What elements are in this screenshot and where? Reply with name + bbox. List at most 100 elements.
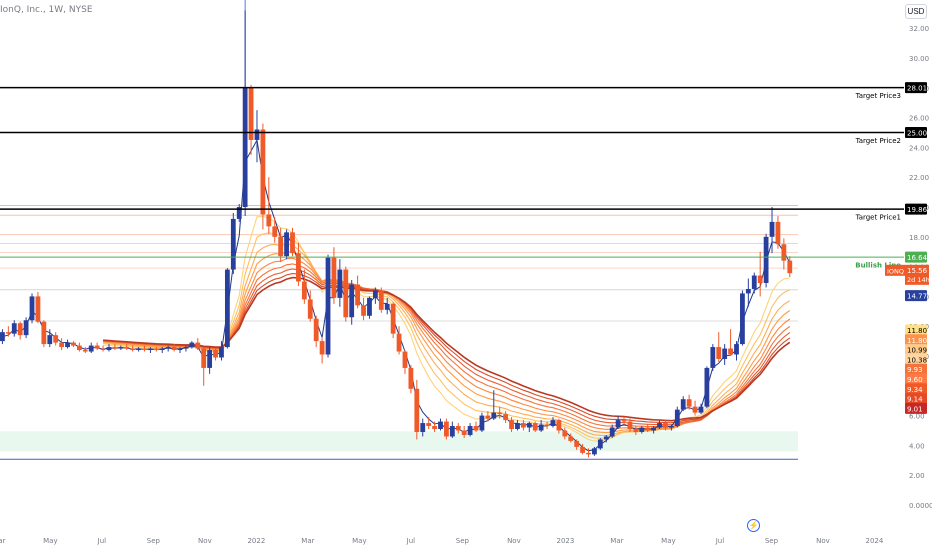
y-tick-label: 26.00 (909, 115, 929, 123)
x-tick-label: Mar (301, 537, 314, 545)
indicator-tag-bg (905, 373, 927, 385)
candle-body (740, 293, 745, 345)
candle-body (728, 348, 733, 355)
ticker-tag: IONQ (887, 267, 904, 275)
candle-body (0, 332, 5, 342)
y-tick-label: 24.00 (909, 144, 929, 152)
candle-body (236, 207, 242, 219)
candle-body (35, 296, 41, 322)
candle-body (94, 345, 100, 349)
candle-body (224, 269, 230, 348)
lightning-icon[interactable]: ⚡ (747, 519, 760, 532)
candle-body (597, 439, 603, 449)
candle-body (195, 342, 201, 349)
candle-body (290, 232, 295, 254)
candle-body (449, 426, 455, 437)
candle-body (627, 421, 633, 430)
current-price-tag-bg (905, 264, 929, 285)
level-price-tag-bg (905, 251, 927, 263)
countdown-tag: 2d 14h (907, 276, 930, 284)
candle-body (307, 299, 313, 319)
candle-body (361, 305, 366, 316)
indicator-tag: 9.60 (907, 376, 923, 384)
candle-body (248, 87, 254, 140)
y-tick-label: 2.00 (909, 472, 925, 480)
level-label: Target Price2 (855, 137, 901, 145)
indicator-tag-bg (905, 334, 927, 346)
candle-body (467, 426, 473, 435)
time-axis[interactable]: Mar May Jul Sep Nov 2022 Mar May Jul Sep Nov 2023 Ma… (0, 537, 884, 545)
candle-body (313, 318, 319, 342)
candle-body (23, 320, 29, 336)
ema-ribbon-line (103, 215, 790, 442)
candle-body (384, 303, 390, 310)
candle-body (757, 275, 763, 283)
x-tick-label: May (661, 537, 675, 545)
candle-body (574, 440, 580, 447)
indicator-tag: 10.99 (907, 347, 927, 355)
fast-ema-line (2, 138, 791, 452)
candle-body (148, 348, 153, 351)
candle-body (426, 423, 432, 427)
candle-body (562, 430, 568, 437)
candle-body (337, 269, 343, 298)
candle-body (710, 347, 716, 368)
candle-body (444, 421, 449, 437)
y-tick-label: 30.00 (909, 55, 929, 63)
candle-body (301, 281, 307, 300)
candle-body (177, 348, 183, 351)
support-zone-fill (0, 431, 798, 452)
y-tick-label: 4.00 (909, 442, 925, 450)
candle-body (260, 129, 266, 215)
candle-body (112, 347, 118, 349)
candle-body (106, 347, 112, 351)
candle-body (734, 344, 739, 355)
ema-ribbon-line (103, 232, 791, 439)
ticker-tag-bg (885, 264, 905, 276)
level-price-tag: 28.01 (907, 85, 927, 93)
ema-ribbon-line (103, 243, 791, 437)
candle-body (544, 424, 550, 427)
candle-body (53, 335, 59, 343)
candle-body (663, 423, 668, 428)
x-tick-label: 2024 (866, 537, 884, 545)
candle-body (592, 448, 597, 455)
ema-ribbon (103, 215, 791, 442)
candle-body (668, 426, 674, 428)
candle-body (781, 244, 787, 261)
x-tick-label: Nov (816, 537, 830, 545)
level-price-tag: 19.86 (907, 206, 928, 214)
candle-body (716, 347, 722, 359)
candles (0, 10, 793, 458)
chart-grid (0, 0, 798, 322)
target-levels: Target Price3 Target Price2 Target Price1 B… (0, 86, 904, 270)
ema-value-tag: 14.77 (907, 293, 927, 301)
candle-body (479, 415, 485, 431)
candle-body (455, 426, 461, 431)
candle-body (722, 348, 728, 359)
currency-button[interactable]: USD (905, 4, 927, 19)
candle-body (461, 430, 467, 435)
ema-ribbon-line (103, 257, 791, 430)
candle-body (17, 323, 23, 336)
level-label: Target Price1 (855, 214, 901, 222)
candle-body (674, 409, 680, 427)
candle-body (355, 284, 361, 306)
indicator-tag-bg (905, 324, 927, 336)
x-tick-label: 2023 (556, 537, 574, 545)
candle-body (367, 297, 372, 316)
candle-body (503, 414, 509, 421)
x-tick-label: May (43, 537, 57, 545)
current-price-tag: 15.56 (907, 267, 928, 275)
candle-body (284, 232, 289, 257)
candle-body (692, 406, 698, 413)
level-price-tag-bg (905, 127, 927, 138)
candle-body (515, 423, 520, 430)
candle-body (47, 335, 53, 345)
level-label: Target Price3 (855, 92, 901, 100)
x-tick-label: Jul (406, 537, 416, 545)
candle-body (763, 236, 769, 283)
candle-body (349, 284, 355, 318)
